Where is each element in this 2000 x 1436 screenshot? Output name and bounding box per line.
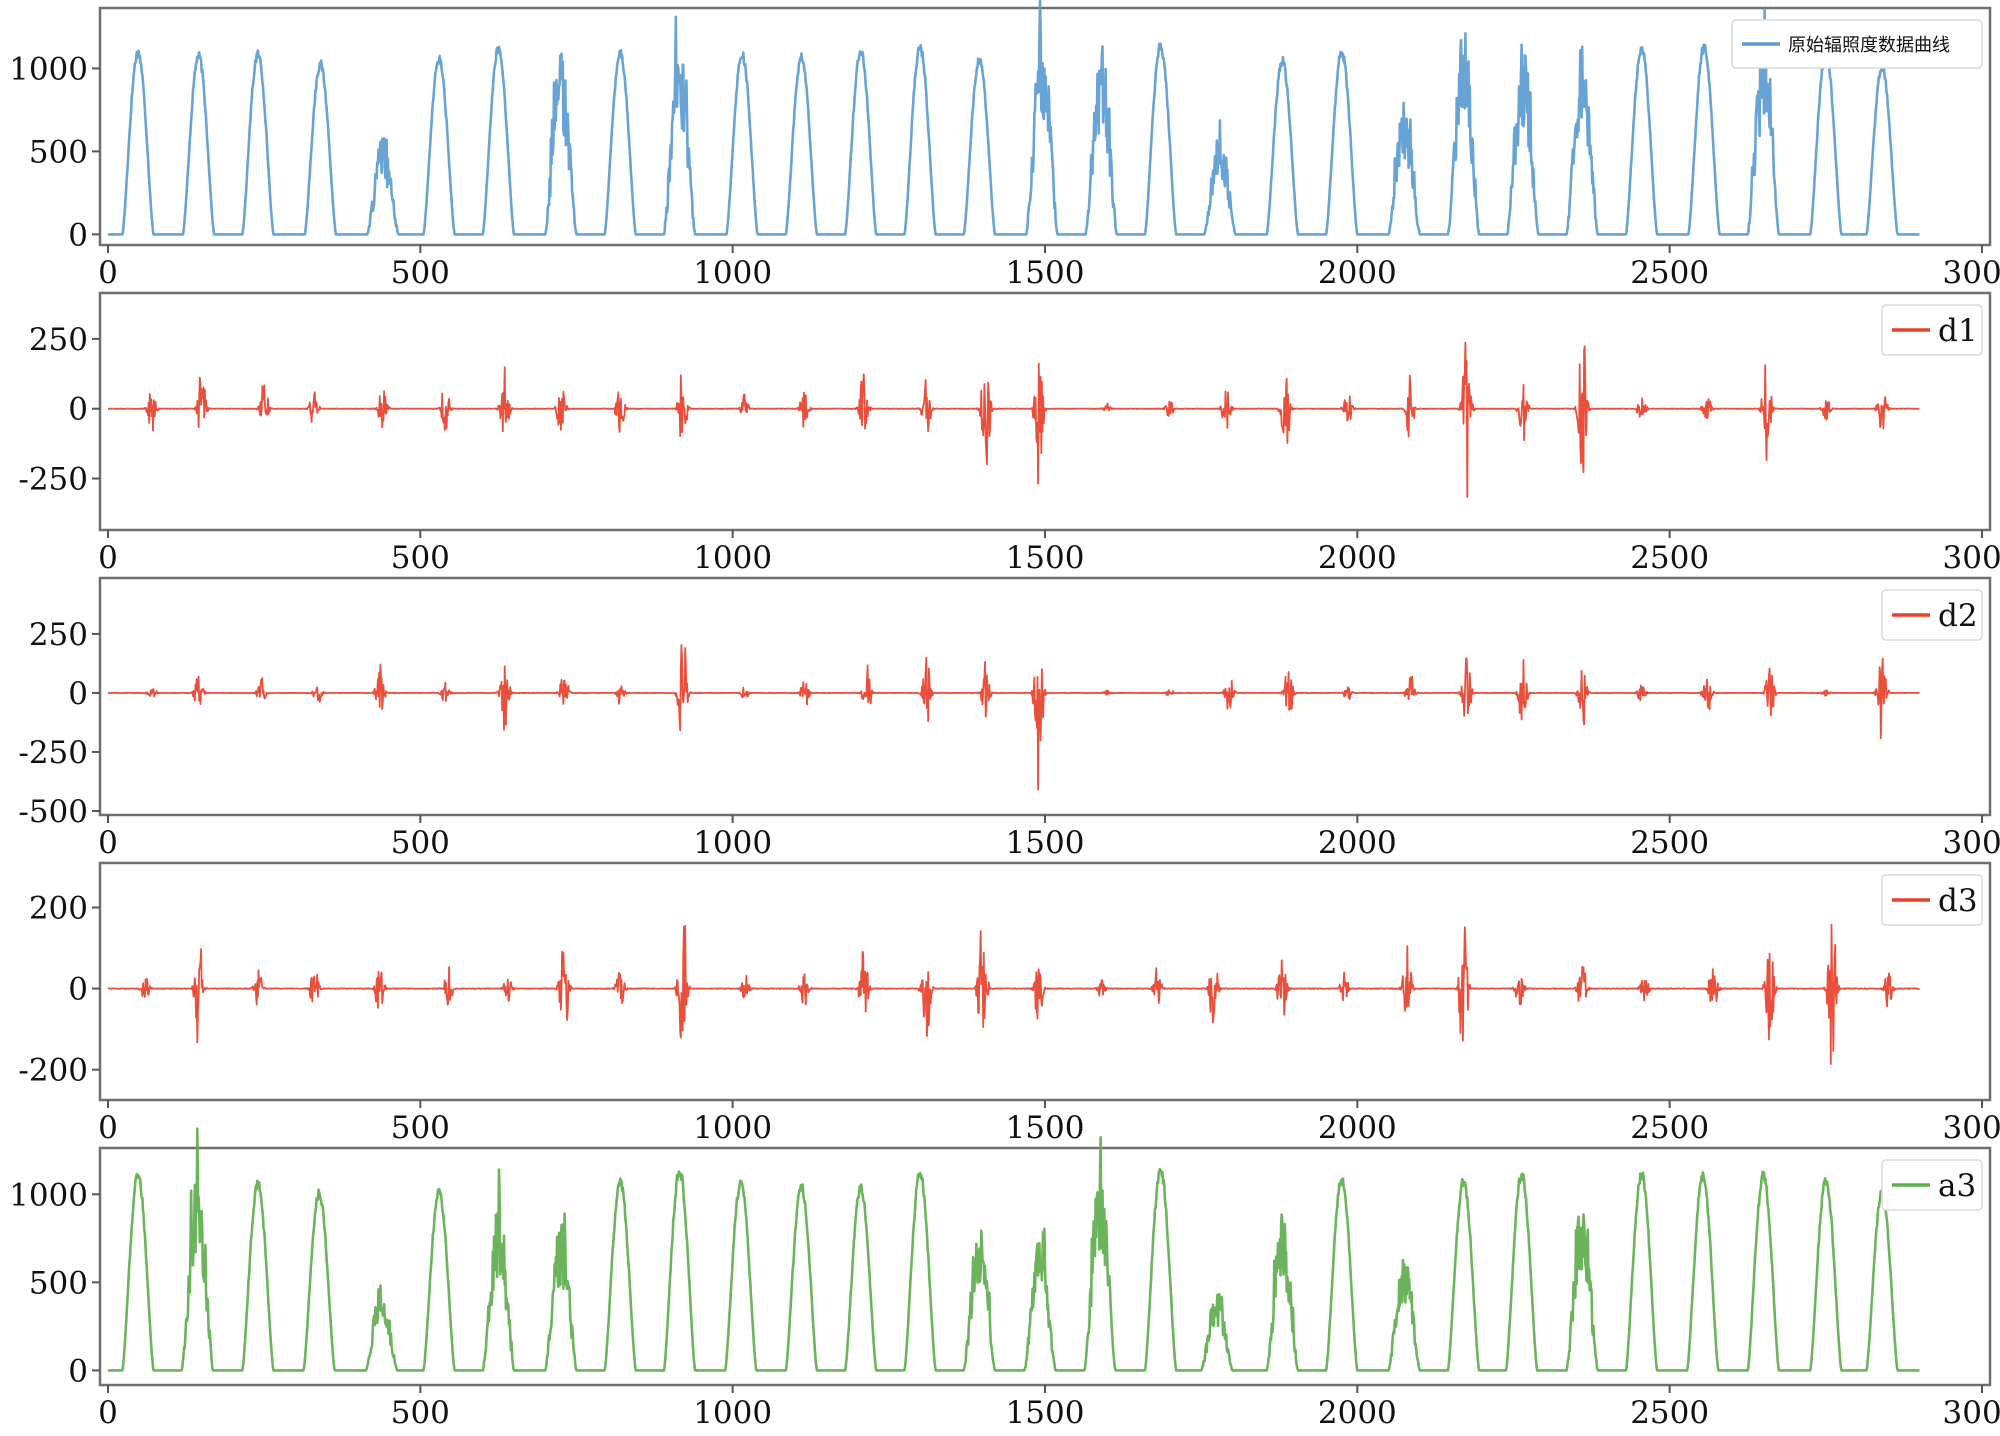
legend-box [1881, 589, 1983, 641]
x-tick-label: 500 [391, 540, 450, 576]
x-tick-label: 0 [98, 540, 118, 576]
legend: d1 [1881, 304, 1983, 356]
x-tick-label: 2000 [1318, 1395, 1397, 1431]
x-tick-label: 1500 [1006, 540, 1085, 576]
x-tick-label: 2500 [1630, 825, 1709, 861]
legend: d3 [1881, 874, 1983, 926]
y-tick-label: 250 [29, 322, 88, 358]
legend-label: 原始辐照度数据曲线 [1788, 35, 1950, 56]
y-tick-label: 200 [29, 891, 88, 927]
x-tick-label: 1500 [1006, 255, 1085, 291]
series-line-d2 [107, 644, 1920, 791]
y-tick-label: 1000 [9, 1177, 88, 1213]
legend-label: d2 [1938, 598, 1978, 634]
y-tick-label: 0 [68, 392, 88, 428]
x-tick-label: 1000 [693, 1110, 772, 1146]
x-tick-label: 1000 [693, 1395, 772, 1431]
legend-box [1881, 1159, 1983, 1211]
y-tick-label: 500 [29, 1265, 88, 1301]
x-tick-label: 2000 [1318, 825, 1397, 861]
series-line-d1 [107, 341, 1920, 498]
y-tick-label: 0 [68, 217, 88, 253]
x-tick-label: 1500 [1006, 825, 1085, 861]
legend: a3 [1881, 1159, 1983, 1211]
x-tick-label: 1500 [1006, 1395, 1085, 1431]
x-tick-label: 0 [98, 1395, 118, 1431]
legend-label: a3 [1938, 1168, 1976, 1204]
y-tick-label: 1000 [9, 51, 88, 87]
x-tick-label: 2500 [1630, 1395, 1709, 1431]
y-tick-label: 250 [29, 617, 88, 653]
legend: 原始辐照度数据曲线 [1731, 19, 1983, 69]
y-tick-label: -250 [18, 735, 88, 771]
x-tick-label: 2500 [1630, 540, 1709, 576]
x-tick-label: 0 [98, 255, 118, 291]
y-tick-label: -250 [18, 462, 88, 498]
legend-box [1731, 19, 1983, 69]
x-tick-label: 1000 [693, 825, 772, 861]
y-tick-label: 0 [68, 676, 88, 712]
y-tick-label: -200 [18, 1053, 88, 1089]
x-tick-label: 500 [391, 255, 450, 291]
x-tick-label: 2000 [1318, 255, 1397, 291]
y-tick-label: -500 [18, 794, 88, 830]
legend-label: d1 [1938, 313, 1978, 349]
y-tick-label: 0 [68, 972, 88, 1008]
x-tick-label: 2000 [1318, 1110, 1397, 1146]
x-tick-label: 1500 [1006, 1110, 1085, 1146]
y-tick-label: 500 [29, 134, 88, 170]
x-tick-label: 0 [98, 825, 118, 861]
legend-label: d3 [1938, 883, 1978, 919]
x-tick-label: 2500 [1630, 255, 1709, 291]
x-tick-label: 2500 [1630, 1110, 1709, 1146]
x-tick-label: 2000 [1318, 540, 1397, 576]
legend-box [1881, 874, 1983, 926]
x-tick-label: 500 [391, 1395, 450, 1431]
series-line-d3 [107, 923, 1921, 1065]
x-tick-label: 1000 [693, 540, 772, 576]
axes-frame [98, 6, 1992, 247]
series-line-原始辐照度数据曲线 [107, 0, 1921, 236]
legend-box [1881, 304, 1983, 356]
x-tick-label: 500 [391, 1110, 450, 1146]
y-tick-label: 0 [68, 1353, 88, 1389]
x-tick-label: 1000 [693, 255, 772, 291]
axes-frame [98, 861, 1992, 1102]
series-line-a3 [107, 1127, 1921, 1372]
x-tick-label: 500 [391, 825, 450, 861]
x-tick-label: 0 [98, 1110, 118, 1146]
legend: d2 [1881, 589, 1983, 641]
